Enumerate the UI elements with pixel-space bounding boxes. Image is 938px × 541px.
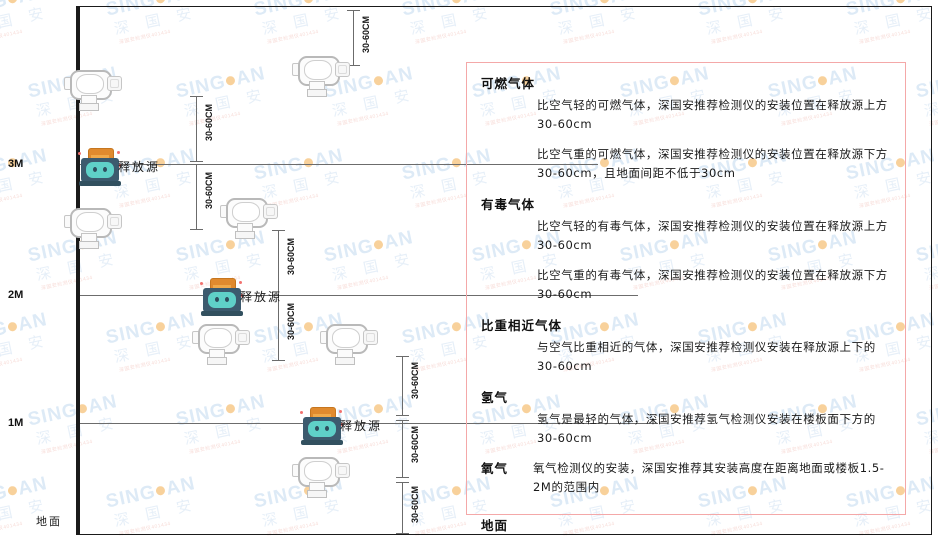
release-source-icon: [78, 148, 122, 188]
ground-label: 地面: [36, 515, 62, 528]
panel-section-body: 比空气轻的有毒气体，深国安推荐检测仪的安装位置在释放源上方30-60cm 比空气重…: [537, 217, 891, 304]
frame-left-axis: [76, 6, 80, 535]
release-source-icon: [300, 407, 344, 447]
release-source-label: 释放源: [340, 419, 383, 433]
panel-section-heading: 可燃气体: [481, 76, 536, 91]
panel-paragraph: 比空气重的可燃气体，深国安推荐检测仪的安装位置在释放源下方30-60cm，且地面…: [537, 147, 888, 180]
gas-detector-icon: [218, 196, 278, 240]
panel-section: 有毒气体 比空气轻的有毒气体，深国安推荐检测仪的安装位置在释放源上方30-60cm…: [481, 194, 891, 304]
level-line-3m: [78, 164, 598, 165]
panel-section: 氢气氢气是最轻的气体，深国安推荐氢气检测仪安装在楼板面下方的30-60cm: [481, 387, 891, 448]
dimension-label: 30-60CM: [361, 16, 371, 54]
panel-section-heading: 比重相近气体: [481, 318, 563, 333]
panel-section-body: 比空气轻的可燃气体，深国安推荐检测仪的安装位置在释放源上方30-60cm 比空气重…: [537, 96, 891, 183]
dimension-label: 30-60CM: [410, 486, 420, 524]
dimension-label: 30-60CM: [286, 303, 296, 341]
panel-section-heading: 氧气: [481, 461, 509, 476]
level-label-1m: 1M: [8, 417, 24, 429]
panel-paragraph: 比空气轻的有毒气体，深国安推荐检测仪的安装位置在释放源上方30-60cm: [537, 219, 888, 252]
dimension-line: [396, 356, 409, 416]
release-source-label: 释放源: [118, 160, 161, 174]
panel-section-heading: 有毒气体: [481, 197, 536, 212]
gas-detector-icon: [318, 322, 378, 366]
leader-line: [244, 295, 278, 296]
panel-spacer: [481, 507, 891, 515]
panel-section-heading: 氢气: [481, 390, 509, 405]
level-label-3m: 3M: [8, 158, 24, 170]
dimension-line: [272, 295, 285, 361]
dimension-line: [347, 10, 360, 66]
panel-section-heading: 地面: [481, 518, 509, 533]
panel-paragraph: 比空气重的有毒气体，深国安推荐检测仪的安装位置在释放源下方30-60cm: [537, 268, 888, 301]
dimension-line: [190, 164, 203, 230]
panel-paragraph: 与空气比重相近的气体，深国安推荐检测仪安装在释放源上下的30-60cm: [537, 340, 876, 373]
release-source-icon: [200, 278, 244, 318]
dimension-label: 30-60CM: [410, 362, 420, 400]
gas-detector-icon: [62, 206, 122, 250]
level-line-2m: [78, 295, 638, 296]
dimension-line: [396, 482, 409, 534]
info-panel: 可燃气体 比空气轻的可燃气体，深国安推荐检测仪的安装位置在释放源上方30-60cm…: [466, 62, 906, 541]
release-source-label: 释放源: [240, 290, 283, 304]
panel-section: 地面检测仪地面间距，深国安推荐在30-60cm，且不得小于30cm，因为过低容易…: [481, 515, 891, 541]
dimension-label: 30-60CM: [204, 104, 214, 142]
gas-detector-icon: [190, 322, 250, 366]
panel-paragraph: 氢气是最轻的气体，深国安推荐氢气检测仪安装在楼板面下方的30-60cm: [537, 412, 876, 445]
panel-section: 可燃气体 比空气轻的可燃气体，深国安推荐检测仪的安装位置在释放源上方30-60cm…: [481, 73, 891, 183]
frame-bottom-border: [76, 534, 932, 535]
frame-top-border: [76, 6, 932, 7]
dimension-label: 30-60CM: [286, 238, 296, 276]
dimension-label: 30-60CM: [204, 172, 214, 210]
panel-section: 比重相近气体与空气比重相近的气体，深国安推荐检测仪安装在释放源上下的30-60c…: [481, 315, 891, 376]
dimension-line: [396, 420, 409, 478]
panel-section-body: 与空气比重相近的气体，深国安推荐检测仪安装在释放源上下的30-60cm: [537, 338, 891, 376]
frame-right-border: [931, 6, 932, 535]
gas-detector-icon: [62, 68, 122, 112]
leader-line: [344, 423, 402, 424]
panel-section-body: 氢气是最轻的气体，深国安推荐氢气检测仪安装在楼板面下方的30-60cm: [537, 410, 891, 448]
dimension-label: 30-60CM: [410, 426, 420, 464]
panel-section: 氧气 氧气检测仪的安装，深国安推荐其安装高度在距离地面或楼板1.5-2M的范围内: [481, 459, 891, 497]
panel-paragraph: 氧气检测仪的安装，深国安推荐其安装高度在距离地面或楼板1.5-2M的范围内: [533, 461, 885, 494]
gas-detector-icon: [290, 54, 350, 98]
panel-paragraph: 比空气轻的可燃气体，深国安推荐检测仪的安装位置在释放源上方30-60cm: [537, 98, 888, 131]
gas-detector-icon: [290, 455, 350, 499]
dimension-line: [190, 96, 203, 162]
level-label-2m: 2M: [8, 289, 24, 301]
